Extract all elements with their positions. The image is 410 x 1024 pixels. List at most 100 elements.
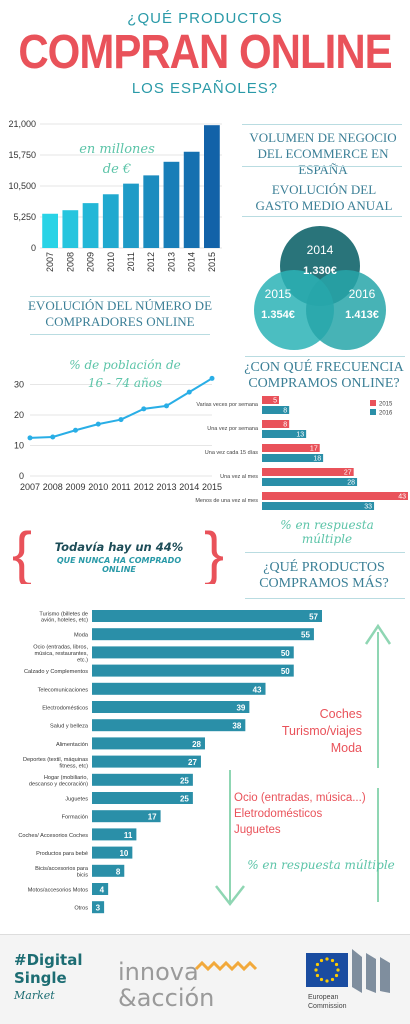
producto-category-label: Calzado y Complementos	[24, 669, 88, 675]
venn-value-2014: 1.330€	[303, 265, 337, 277]
x-tick-label: 2014	[179, 482, 199, 492]
top-group-item: Moda	[330, 741, 362, 755]
note-millones: en millones de €	[79, 142, 155, 177]
x-tick-label: 2013	[166, 252, 176, 272]
left-brace-icon: {	[12, 522, 32, 584]
frecuencia-category-label: Una vez cada 15 días	[205, 450, 258, 456]
venn-year-2016: 2016	[349, 287, 376, 301]
producto-bar	[92, 719, 246, 732]
producto-bar	[92, 755, 201, 768]
producto-value-label: 8	[116, 867, 121, 876]
x-tick-label: 2013	[156, 482, 176, 492]
frecuencia-category-label: Varias veces por semana	[196, 402, 259, 408]
header-line-1: ¿QUÉ PRODUCTOS	[127, 10, 283, 27]
ec-text-2: Commission	[308, 1003, 347, 1010]
y-tick-label: 10,500	[8, 181, 36, 191]
title-gasto: EVOLUCIÓN DEL GASTO MEDIO ANUAL	[255, 182, 393, 213]
producto-category-label: Hogar (mobiliario, descanso y decoración)	[29, 775, 89, 787]
dsm-logo: #Digital Single Market	[14, 951, 82, 1005]
producto-value-label: 17	[148, 813, 157, 822]
callout-line-2: QUE NUNCA HA COMPRADO	[56, 556, 182, 565]
producto-category-label: Moda	[74, 633, 89, 639]
producto-value-label: 55	[301, 631, 310, 640]
producto-category-label: Deportes (textil, máquinas fitness, etc)	[23, 757, 88, 769]
frecuencia-value-label: 13	[296, 432, 304, 439]
gasto-venn-diagram: 2014 1.330€ 2015 1.354€ 2016 1.413€	[254, 226, 386, 350]
compradores-point	[209, 375, 215, 381]
x-tick-label: 2011	[111, 482, 130, 492]
arrows-icon	[364, 623, 392, 902]
frecuencia-bar-2015	[262, 492, 408, 500]
producto-bar	[92, 792, 193, 804]
note-respuesta-2: % en respuesta múltiple	[247, 858, 395, 872]
footer: #Digital Single Market innova &acción Eu…	[0, 934, 410, 1024]
x-tick-label: 2009	[86, 252, 96, 272]
volumen-bar	[82, 203, 99, 248]
x-tick-label: 2010	[106, 252, 116, 272]
dsm-line-2: Single	[14, 969, 67, 987]
venn-year-2014: 2014	[307, 243, 334, 257]
svg-text:{: {	[12, 522, 32, 584]
volumen-bar	[143, 175, 160, 248]
volumen-bar	[183, 151, 200, 248]
producto-value-label: 4	[100, 886, 105, 895]
producto-bar	[92, 682, 266, 695]
legend-label: 2016	[379, 411, 393, 417]
producto-category-label: Ocio (entradas, libros, música, restauran…	[33, 645, 88, 664]
arrow-down-icon	[215, 770, 245, 907]
producto-category-label: Juguetes	[65, 797, 88, 803]
compradores-point	[118, 417, 124, 423]
producto-category-label: Salud y belleza	[50, 724, 89, 730]
top-group-item: Coches	[319, 707, 362, 721]
y-tick-label: 30	[14, 380, 24, 390]
legend-swatch	[370, 409, 376, 415]
mid-group-item: Eletrodomésticos	[234, 808, 323, 820]
header-line-3: LOS ESPAÑOLES?	[131, 80, 279, 97]
title-productos: ¿QUÉ PRODUCTOS COMPRAMOS MÁS?	[259, 560, 389, 591]
producto-bar	[92, 610, 322, 622]
dsm-line-1: #Digital	[14, 951, 83, 969]
volumen-bar	[163, 161, 180, 248]
legend-swatch	[370, 400, 376, 406]
frecuencia-bar-2015	[262, 396, 279, 404]
producto-bar	[92, 883, 109, 895]
frecuencia-bar-2015	[262, 420, 290, 428]
x-tick-label: 2011	[126, 252, 136, 271]
y-tick-label: 5,250	[13, 212, 36, 222]
venn-circle-2016	[306, 270, 386, 350]
compradores-point	[164, 403, 169, 409]
compradores-point	[141, 406, 147, 412]
title-volumen: VOLUMEN DE NEGOCIO DEL ECOMMERCE EN ESPA…	[249, 130, 397, 177]
frecuencia-category-label: Una vez por semana	[207, 426, 259, 432]
producto-category-label: Coches/ Accesorios Coches	[18, 833, 88, 839]
producto-value-label: 43	[253, 685, 262, 694]
producto-category-label: Productos para bebé	[36, 851, 88, 857]
innova-logo: innova &acción	[118, 959, 214, 1011]
frecuencia-category-label: Una vez al mes	[220, 474, 258, 480]
x-tick-label: 2012	[146, 252, 156, 272]
mid-group-list: Ocio (entradas, música...) Eletrodomésti…	[234, 790, 374, 838]
top-group-list: Coches Turismo/viajes Moda	[270, 706, 362, 757]
frecuencia-value-label: 33	[364, 504, 372, 511]
volumen-bar	[123, 183, 139, 248]
frecuencia-bar-2016	[262, 478, 358, 486]
x-tick-label: 2015	[202, 482, 222, 492]
frecuencia-value-label: 43	[398, 494, 406, 501]
frecuencia-category-label: Menos de una vez al mes	[195, 498, 258, 504]
producto-category-label: Formación	[62, 815, 88, 821]
callout-box: Todavía hay un 44% QUE NUNCA HA COMPRADO…	[34, 540, 204, 574]
producto-value-label: 25	[180, 795, 189, 804]
x-tick-label: 2014	[187, 252, 197, 272]
y-tick-label: 0	[31, 243, 36, 253]
producto-bar	[92, 846, 133, 859]
european-commission-logo: European Commission	[306, 949, 390, 1010]
venn-year-2015: 2015	[265, 287, 292, 301]
frecuencia-value-label: 5	[273, 398, 277, 405]
compradores-point	[186, 389, 192, 395]
svg-text:}: }	[204, 522, 224, 584]
venn-value-2015: 1.354€	[261, 309, 295, 321]
producto-bar	[92, 737, 205, 750]
producto-value-label: 10	[119, 849, 128, 858]
frecuencia-bar-2016	[262, 406, 290, 414]
producto-category-label: Motos/accesorios Motos	[28, 888, 89, 894]
